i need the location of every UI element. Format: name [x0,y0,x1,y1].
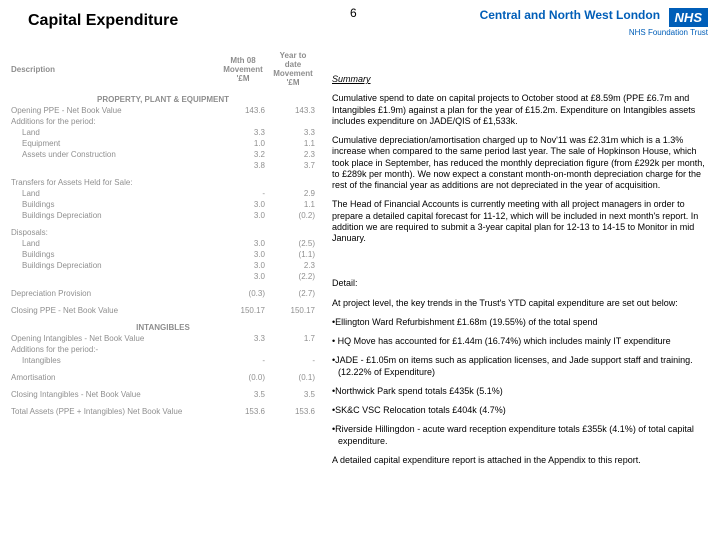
table-row: Buildings Depreciation3.0(0.2) [8,210,318,221]
summary-heading: Summary [332,74,708,85]
table-row: Buildings3.01.1 [8,199,318,210]
trust-name: Central and North West London [480,8,660,22]
table-row: Closing PPE - Net Book Value150.17150.17 [8,305,318,316]
table-row: Buildings Depreciation3.02.3 [8,260,318,271]
detail-heading: Detail: [332,278,708,289]
summary-column: Summary Cumulative spend to date on capi… [332,74,708,474]
table-row: Opening PPE - Net Book Value143.6143.3 [8,105,318,116]
table-row: Assets under Construction3.22.3 [8,149,318,160]
col-desc: Description [8,50,218,88]
table-row: Opening Intangibles - Net Book Value3.31… [8,333,318,344]
nhs-badge: NHS [669,8,708,27]
section-ppe: PROPERTY, PLANT & EQUIPMENT [8,94,318,105]
trust-sub: NHS Foundation Trust [629,28,708,37]
table-row: Depreciation Provision(0.3)(2.7) [8,288,318,299]
section-intangibles: INTANGIBLES [8,322,318,333]
col-mth: Mth 08 Movement '£M [218,50,268,88]
table-row: Additions for the period: [8,116,318,127]
bullet-item: •JADE - £1.05m on items such as applicat… [332,355,708,378]
table-row: Land3.33.3 [8,127,318,138]
table-row: Amortisation(0.0)(0.1) [8,372,318,383]
col-ytd: Year to date Movement '£M [268,50,318,88]
summary-p2: Cumulative depreciation/amortisation cha… [332,135,708,191]
table-row: Land3.0(2.5) [8,238,318,249]
page-number: 6 [350,6,357,20]
table-row: Intangibles-- [8,355,318,366]
bullet-item: • HQ Move has accounted for £1.44m (16.7… [332,336,708,347]
table-row: Closing Intangibles - Net Book Value3.53… [8,389,318,400]
bullet-item: •Riverside Hillingdon - acute ward recep… [332,424,708,447]
bullet-item: •Northwick Park spend totals £435k (5.1%… [332,386,708,397]
nhs-logo: Central and North West London NHS NHS Fo… [480,8,708,37]
summary-p3: The Head of Financial Accounts is curren… [332,199,708,244]
page-title: Capital Expenditure [28,12,178,30]
table-row: Additions for the period:- [8,344,318,355]
table-row: Transfers for Assets Held for Sale: [8,177,318,188]
detail-footer: A detailed capital expenditure report is… [332,455,708,466]
table-header-row: Description Mth 08 Movement '£M Year to … [8,50,318,88]
table-row: Disposals: [8,227,318,238]
table-row: Land-2.9 [8,188,318,199]
table-row: Buildings3.0(1.1) [8,249,318,260]
table-row: Equipment1.01.1 [8,138,318,149]
table-row: Total Assets (PPE + Intangibles) Net Boo… [8,406,318,417]
capex-table: Description Mth 08 Movement '£M Year to … [8,50,318,417]
table-row: 3.0(2.2) [8,271,318,282]
bullet-item: •SK&C VSC Relocation totals £404k (4.7%) [332,405,708,416]
detail-intro: At project level, the key trends in the … [332,298,708,309]
table-row: 3.83.7 [8,160,318,171]
bullet-item: •Ellington Ward Refurbishment £1.68m (19… [332,317,708,328]
summary-p1: Cumulative spend to date on capital proj… [332,93,708,127]
